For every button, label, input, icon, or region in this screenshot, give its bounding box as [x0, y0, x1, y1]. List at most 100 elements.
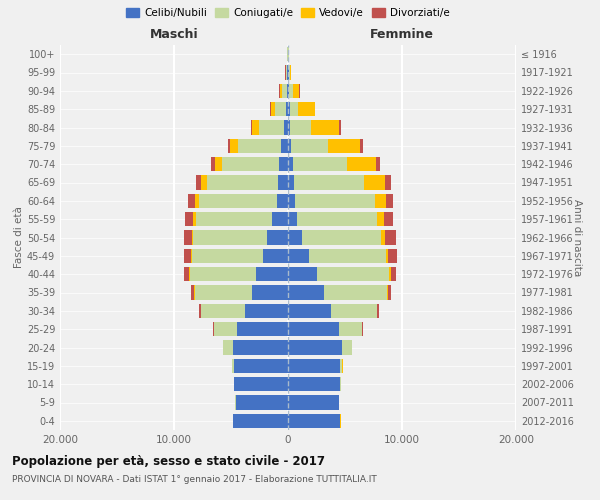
Bar	[184, 230, 191, 244]
Text: PROVINCIA DI NOVARA - Dati ISTAT 1° gennaio 2017 - Elaborazione TUTTITALIA.IT: PROVINCIA DI NOVARA - Dati ISTAT 1° genn…	[12, 475, 377, 484]
Bar	[238, 138, 281, 153]
Bar	[288, 340, 341, 354]
Bar	[288, 157, 293, 172]
Bar	[288, 212, 297, 226]
Bar	[386, 194, 394, 208]
Bar	[288, 102, 290, 117]
Bar	[288, 267, 317, 281]
Bar	[211, 157, 215, 172]
Bar	[184, 267, 190, 281]
Bar	[293, 157, 347, 172]
Bar	[275, 102, 286, 117]
Bar	[290, 66, 291, 80]
Bar	[271, 102, 275, 117]
Bar	[190, 267, 256, 281]
Bar	[191, 248, 192, 263]
Y-axis label: Anni di nascita: Anni di nascita	[572, 199, 582, 276]
Bar	[251, 120, 252, 134]
Bar	[288, 176, 294, 190]
Bar	[391, 267, 397, 281]
Bar	[202, 304, 245, 318]
Bar	[222, 157, 279, 172]
Bar	[282, 84, 287, 98]
Bar	[386, 248, 388, 263]
Bar	[317, 267, 389, 281]
Bar	[288, 322, 340, 336]
Bar	[191, 230, 193, 244]
Bar	[223, 340, 233, 354]
Bar	[196, 176, 202, 190]
Bar	[288, 138, 292, 153]
Bar	[288, 414, 340, 428]
Bar	[286, 66, 287, 80]
Bar	[233, 340, 288, 354]
Bar	[193, 230, 268, 244]
Bar	[311, 120, 340, 134]
Bar	[199, 194, 277, 208]
Bar	[191, 286, 194, 300]
Bar	[385, 230, 396, 244]
Text: Femmine: Femmine	[370, 28, 434, 42]
Legend: Celibi/Nubili, Coniugati/e, Vedovi/e, Divorziati/e: Celibi/Nubili, Coniugati/e, Vedovi/e, Di…	[122, 4, 454, 22]
Bar	[185, 212, 193, 226]
Y-axis label: Fasce di età: Fasce di età	[14, 206, 24, 268]
Bar	[272, 212, 288, 226]
Bar	[297, 212, 377, 226]
Bar	[384, 212, 393, 226]
Bar	[328, 138, 360, 153]
Bar	[227, 138, 230, 153]
Bar	[263, 248, 288, 263]
Bar	[184, 248, 191, 263]
Bar	[279, 157, 288, 172]
Bar	[377, 304, 379, 318]
Bar	[284, 120, 288, 134]
Bar	[281, 138, 288, 153]
Bar	[288, 120, 290, 134]
Bar	[288, 194, 295, 208]
Bar	[259, 120, 284, 134]
Bar	[288, 248, 308, 263]
Bar	[389, 267, 391, 281]
Bar	[199, 304, 201, 318]
Bar	[347, 157, 376, 172]
Bar	[290, 102, 298, 117]
Bar	[214, 322, 236, 336]
Bar	[340, 120, 341, 134]
Bar	[362, 322, 363, 336]
Bar	[295, 194, 374, 208]
Bar	[287, 84, 288, 98]
Bar	[233, 414, 288, 428]
Bar	[286, 102, 288, 117]
Bar	[340, 322, 362, 336]
Bar	[288, 84, 289, 98]
Bar	[364, 176, 385, 190]
Bar	[288, 396, 340, 409]
Bar	[289, 84, 293, 98]
Bar	[360, 138, 362, 153]
Bar	[385, 176, 391, 190]
Bar	[288, 358, 340, 373]
Bar	[374, 194, 386, 208]
Bar	[288, 286, 325, 300]
Bar	[377, 212, 384, 226]
Bar	[230, 138, 238, 153]
Text: Maschi: Maschi	[149, 28, 199, 42]
Bar	[288, 66, 289, 80]
Bar	[277, 194, 288, 208]
Bar	[232, 358, 235, 373]
Bar	[298, 102, 315, 117]
Bar	[292, 138, 328, 153]
Bar	[388, 286, 391, 300]
Bar	[235, 358, 288, 373]
Bar	[194, 286, 251, 300]
Bar	[202, 176, 207, 190]
Bar	[188, 194, 195, 208]
Bar	[388, 248, 397, 263]
Bar	[236, 396, 288, 409]
Bar	[325, 286, 387, 300]
Bar	[268, 230, 288, 244]
Bar	[290, 120, 311, 134]
Bar	[252, 120, 259, 134]
Bar	[294, 176, 364, 190]
Bar	[280, 84, 282, 98]
